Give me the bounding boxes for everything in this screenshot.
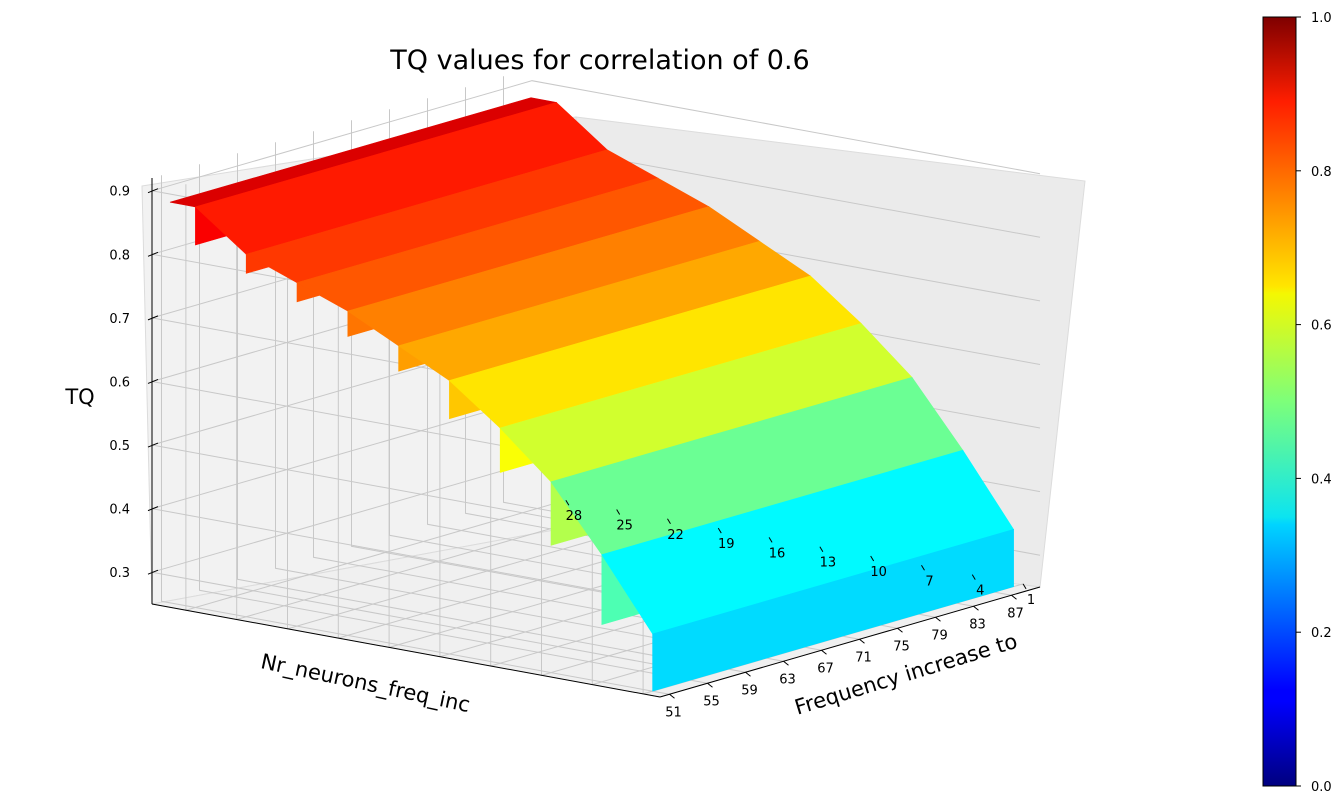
z-tick xyxy=(147,442,159,448)
y-tick-label: 28 xyxy=(566,509,583,524)
x-tick-label: 75 xyxy=(893,639,910,654)
x-tick xyxy=(935,616,941,622)
colorbar-ticks: 0.0 0.2 0.4 0.6 0.8 1.0 xyxy=(1296,11,1332,795)
z-tick xyxy=(147,315,159,321)
x-tick xyxy=(821,649,827,655)
colorbar-tick-label: 1.0 xyxy=(1311,11,1332,26)
surface-face xyxy=(652,529,1014,692)
axes: 51 55 59 63 67 71 75 79 83 871 4 7 10 13 16 19 22 25 28 0.3… xyxy=(109,178,1041,720)
x-tick xyxy=(973,605,979,611)
y-axis-line xyxy=(151,603,661,698)
y-tick xyxy=(819,546,824,552)
z-tick-label: 0.6 xyxy=(109,375,130,390)
y-tick-label: 22 xyxy=(667,528,684,543)
y-tick-label: 13 xyxy=(820,556,837,571)
colorbar-tick-label: 0.4 xyxy=(1311,472,1332,487)
y-tick xyxy=(768,537,773,543)
z-tick-label: 0.7 xyxy=(109,312,130,327)
z-tick-label: 0.9 xyxy=(109,185,130,200)
z-tick-label: 0.8 xyxy=(109,248,130,263)
x-tick-label: 71 xyxy=(855,650,872,665)
colorbar-gradient xyxy=(1262,16,1297,787)
y-tick xyxy=(870,555,875,562)
x-tick-label: 63 xyxy=(779,672,796,687)
x-tick xyxy=(707,682,713,688)
y-tick xyxy=(717,527,722,534)
x-tick xyxy=(1011,594,1017,600)
z-tick-label: 0.3 xyxy=(109,566,130,581)
y-tick-label: 1 xyxy=(1027,593,1035,608)
z-tick xyxy=(147,506,159,512)
colorbar-tick-label: 0.2 xyxy=(1311,626,1332,641)
x-tick-label: 67 xyxy=(817,661,834,676)
y-axis-label: Nr_neurons_freq_inc xyxy=(258,649,472,718)
y-tick xyxy=(971,574,976,580)
y-tick-label: 7 xyxy=(925,574,933,589)
chart-title: TQ values for correlation of 0.6 xyxy=(389,45,809,76)
z-tick xyxy=(147,378,159,384)
y-tick-label: 4 xyxy=(976,584,984,599)
y-tick xyxy=(565,499,570,506)
z-tick-label: 0.4 xyxy=(109,503,130,518)
x-tick-label: 83 xyxy=(969,617,986,632)
y-tick xyxy=(1022,583,1027,590)
z-tick xyxy=(147,188,159,194)
z-tick xyxy=(147,569,159,575)
x-tick xyxy=(745,671,751,677)
x-tick-label: 51 xyxy=(665,705,682,720)
y-tick-label: 16 xyxy=(769,546,786,561)
y-tick-label: 10 xyxy=(870,565,887,580)
y-tick xyxy=(921,565,925,571)
x-tick-label: 55 xyxy=(703,694,720,709)
x-tick xyxy=(897,627,903,633)
surface xyxy=(169,97,1015,692)
z-axis-label: TQ xyxy=(64,385,94,409)
colorbar-tick-label: 0.6 xyxy=(1311,319,1332,334)
x-tick xyxy=(859,638,865,644)
y-tick-label: 19 xyxy=(718,537,735,552)
y-tick xyxy=(616,509,621,515)
x-axis-line xyxy=(659,586,1041,698)
colorbar-tick-label: 0.0 xyxy=(1311,780,1332,795)
x-tick xyxy=(669,693,675,699)
colorbar: 0.0 0.2 0.4 0.6 0.8 1.0 xyxy=(1262,11,1332,795)
z-tick-label: 0.5 xyxy=(109,439,130,454)
x-tick-label: 79 xyxy=(931,628,948,643)
y-tick xyxy=(667,518,671,525)
x-tick-label: 59 xyxy=(741,683,758,698)
y-tick-label: 25 xyxy=(616,519,633,534)
colorbar-tick-label: 0.8 xyxy=(1311,165,1332,180)
z-tick xyxy=(147,251,159,257)
x-tick-label: 87 xyxy=(1007,606,1024,621)
x-tick xyxy=(783,660,789,666)
